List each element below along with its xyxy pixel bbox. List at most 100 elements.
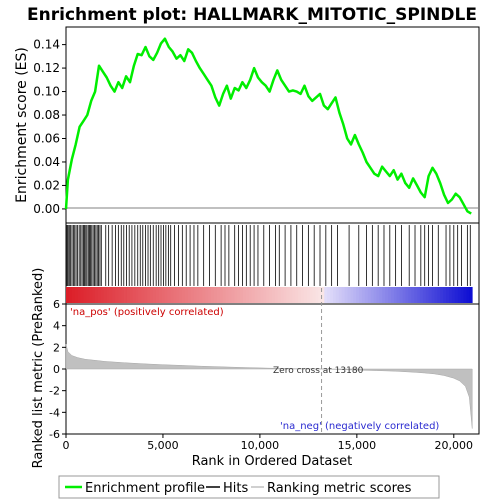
color-bar-segment (286, 287, 290, 303)
color-bar-segment (77, 287, 81, 303)
color-bar-segment (344, 287, 348, 303)
color-bar-segment (153, 287, 157, 303)
color-bar-segment (129, 287, 134, 303)
color-bar-segment (364, 287, 369, 303)
color-bar-segment (199, 287, 203, 303)
color-bar-segment (92, 287, 96, 303)
es-y-tick-label: 0.04 (33, 155, 60, 169)
color-bar-segment (350, 287, 354, 303)
color-bar-segment (382, 287, 386, 303)
color-bar-segment (347, 287, 351, 303)
color-bar-segment (147, 287, 151, 303)
color-bar-segment (356, 287, 360, 303)
color-bar-segment (359, 287, 363, 303)
color-bar-segment (315, 287, 319, 303)
color-bar-segment (112, 287, 116, 303)
color-bar-segment (280, 287, 285, 303)
color-bar-segment (155, 287, 160, 303)
color-bar-segment (414, 287, 418, 303)
color-bar-segment (449, 287, 453, 303)
color-bar-segment (97, 287, 102, 303)
color-bar-segment (437, 287, 441, 303)
color-bar-segment (202, 287, 206, 303)
color-bar-segment (332, 287, 337, 303)
color-bar-segment (266, 287, 270, 303)
color-bar-segment (390, 287, 395, 303)
color-bar-segment (440, 287, 444, 303)
na-pos-annotation: 'na_pos' (positively correlated) (70, 307, 224, 318)
color-bar-segment (309, 287, 314, 303)
hits-marks (65, 225, 471, 286)
color-bar-segment (361, 287, 366, 303)
color-bar-segment (190, 287, 195, 303)
color-bar-segment (379, 287, 383, 303)
color-bar-segment (106, 287, 110, 303)
color-bar-segment (411, 287, 415, 303)
color-bar-segment (184, 287, 189, 303)
color-bar-segment (240, 287, 244, 303)
color-bar-segment (408, 287, 412, 303)
color-bar-segment (321, 287, 325, 303)
color-bar-segment (83, 287, 87, 303)
color-bar-segment (225, 287, 229, 303)
color-bar-segment (234, 287, 238, 303)
color-bar-segment (167, 287, 171, 303)
color-bar-segment (373, 287, 377, 303)
color-bar-segment (141, 287, 145, 303)
color-bar-segment (274, 287, 279, 303)
legend-frame (58, 475, 440, 499)
color-bar-segment (237, 287, 241, 303)
color-bar-segment (257, 287, 261, 303)
chart-title: Enrichment plot: HALLMARK_MITOTIC_SPINDL… (27, 5, 477, 25)
color-bar-segment (434, 287, 438, 303)
rank-color-bar (66, 287, 473, 303)
color-bar-segment (272, 287, 276, 303)
enrichment-profile-line (64, 37, 472, 215)
metric-y-tick-label: -4 (49, 406, 60, 419)
color-bar-segment (330, 287, 334, 303)
color-bar-segment (318, 287, 322, 303)
color-bar-segment (399, 287, 403, 303)
color-bar-segment (451, 287, 456, 303)
es-y-tick-label: 0.08 (33, 108, 60, 122)
color-bar-segment (335, 287, 340, 303)
color-bar-segment (205, 287, 209, 303)
color-bar-segment (173, 287, 177, 303)
metric-y-axis: 6 4 2 0 -2 -4 -6 (49, 298, 66, 441)
metric-y-tick-label: 0 (53, 363, 60, 376)
color-bar-segment (312, 287, 316, 303)
color-bar-segment (121, 287, 125, 303)
color-bar-segment (170, 287, 174, 303)
color-bar-segment (144, 287, 148, 303)
color-bar-segment (385, 287, 389, 303)
color-bar-segment (176, 287, 180, 303)
color-bar-segment (193, 287, 197, 303)
color-bar-segment (158, 287, 163, 303)
color-bar-segment (219, 287, 224, 303)
color-bar-segment (86, 287, 90, 303)
color-bar-segment (124, 287, 128, 303)
color-bar-segment (208, 287, 212, 303)
legend-label-hits: Hits (223, 481, 248, 496)
color-bar-segment (443, 287, 447, 303)
legend-label-enrichment: Enrichment profile (85, 481, 205, 496)
color-bar-segment (463, 287, 467, 303)
color-bar-segment (446, 287, 450, 303)
color-bar-segment (466, 287, 470, 303)
color-bar-segment (248, 287, 253, 303)
color-bar-segment (283, 287, 287, 303)
color-bar-segment (103, 287, 108, 303)
x-tick-label: 20,000 (435, 439, 474, 452)
color-bar-segment (260, 287, 264, 303)
color-bar-segment (213, 287, 218, 303)
color-bar-segment (196, 287, 200, 303)
color-bar-segment (425, 287, 430, 303)
color-bar-segment (138, 287, 142, 303)
x-tick-label: 15,000 (338, 439, 377, 452)
x-axis-label: Rank in Ordered Dataset (192, 454, 353, 469)
color-bar-segment (80, 287, 84, 303)
color-bar-segment (95, 287, 99, 303)
color-bar-segment (187, 287, 192, 303)
metric-y-tick-label: 2 (53, 341, 60, 354)
